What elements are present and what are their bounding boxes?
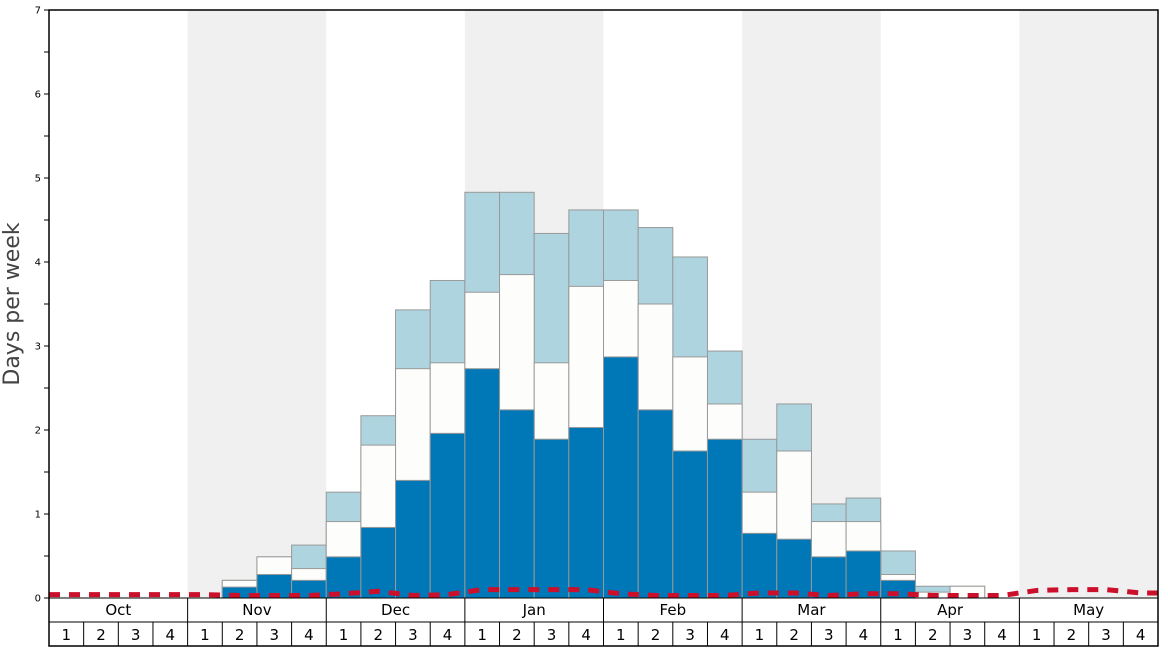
week-label: 3 bbox=[1101, 626, 1111, 644]
bar-bottom-segment bbox=[568, 426, 604, 599]
week-label: 3 bbox=[131, 626, 141, 644]
y-tick-label: 3 bbox=[35, 342, 41, 353]
month-label-oct: Oct bbox=[105, 601, 131, 619]
bar-bottom-segment bbox=[672, 450, 708, 599]
bar-bottom-segment bbox=[637, 409, 674, 599]
week-label: 3 bbox=[685, 626, 695, 644]
bar-bottom-segment bbox=[706, 438, 743, 599]
week-label: 1 bbox=[200, 626, 210, 644]
month-label-apr: Apr bbox=[937, 601, 964, 619]
week-label: 3 bbox=[824, 626, 834, 644]
week-label: 4 bbox=[581, 626, 591, 644]
bar-bottom-segment bbox=[603, 356, 639, 599]
week-label: 4 bbox=[859, 626, 869, 644]
month-band-may bbox=[1019, 10, 1158, 598]
week-label: 3 bbox=[547, 626, 557, 644]
bar-bottom-segment bbox=[741, 532, 778, 599]
week-label: 2 bbox=[789, 626, 799, 644]
week-label: 4 bbox=[1136, 626, 1146, 644]
week-label: 1 bbox=[339, 626, 349, 644]
bar-bottom-segment bbox=[360, 526, 397, 599]
week-label: 4 bbox=[166, 626, 176, 644]
y-tick-label: 4 bbox=[35, 258, 41, 269]
y-axis-label: Days per week bbox=[0, 222, 25, 385]
y-tick-label: 5 bbox=[35, 174, 41, 185]
bar-stacks bbox=[221, 191, 986, 599]
week-label: 4 bbox=[720, 626, 730, 644]
bar-bottom-segment bbox=[533, 438, 570, 599]
week-label: 4 bbox=[304, 626, 314, 644]
month-label-may: May bbox=[1073, 601, 1104, 619]
week-label: 1 bbox=[62, 626, 72, 644]
month-label-feb: Feb bbox=[660, 601, 687, 619]
week-label: 2 bbox=[651, 626, 661, 644]
week-label: 3 bbox=[408, 626, 418, 644]
plot-frame bbox=[48, 9, 1159, 647]
week-label: 1 bbox=[616, 626, 626, 644]
x-axis: Oct 1 2 3 4 Nov 1 2 3 4 Dec 1 2 3 4 Jan 1 2 3 4 Feb 1 2 3 4 Mar 1 2… bbox=[49, 597, 1158, 646]
bar-bottom-segment bbox=[464, 368, 501, 599]
week-label: 1 bbox=[893, 626, 903, 644]
week-label: 2 bbox=[1067, 626, 1077, 644]
week-label: 1 bbox=[755, 626, 765, 644]
week-label: 1 bbox=[1032, 626, 1042, 644]
week-label: 2 bbox=[928, 626, 938, 644]
month-label-mar: Mar bbox=[797, 601, 826, 619]
week-label: 3 bbox=[963, 626, 973, 644]
bar-bottom-segment bbox=[429, 432, 466, 599]
bar-bottom-segment bbox=[499, 409, 535, 599]
week-label: 2 bbox=[373, 626, 383, 644]
bar-bottom-segment bbox=[395, 479, 431, 599]
bar-bottom-segment bbox=[845, 550, 882, 599]
week-label: 3 bbox=[269, 626, 279, 644]
week-label: 2 bbox=[512, 626, 522, 644]
y-tick-label: 6 bbox=[35, 90, 41, 101]
y-tick-label: 2 bbox=[35, 426, 41, 437]
y-tick-label: 0 bbox=[35, 594, 41, 605]
month-band-nov bbox=[187, 10, 327, 598]
y-axis: 0 1 2 3 4 5 6 7 bbox=[35, 6, 49, 605]
week-label: 2 bbox=[96, 626, 106, 644]
bar-bottom-segment bbox=[810, 556, 847, 599]
y-tick-label: 7 bbox=[35, 6, 41, 17]
week-label: 4 bbox=[997, 626, 1007, 644]
y-tick-label: 1 bbox=[35, 510, 41, 521]
month-label-nov: Nov bbox=[242, 601, 271, 619]
week-label: 2 bbox=[235, 626, 245, 644]
month-label-jan: Jan bbox=[522, 601, 546, 619]
bar-bottom-segment bbox=[776, 538, 812, 599]
month-label-dec: Dec bbox=[381, 601, 410, 619]
week-label: 1 bbox=[477, 626, 487, 644]
week-label: 4 bbox=[443, 626, 453, 644]
